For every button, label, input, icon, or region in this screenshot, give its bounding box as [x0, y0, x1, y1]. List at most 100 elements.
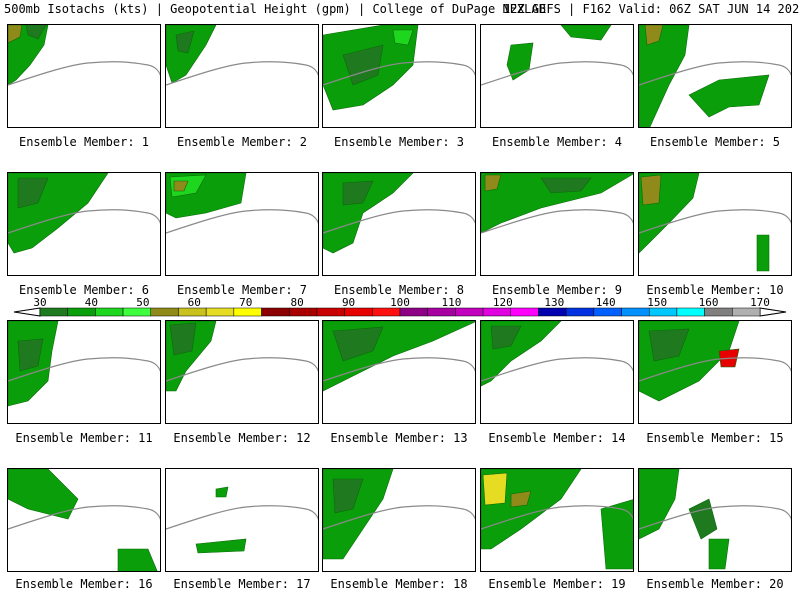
isotach-map-shapes	[166, 173, 318, 234]
ensemble-member-map	[322, 172, 476, 276]
colorbar-swatch	[732, 307, 761, 317]
ensemble-member-map	[165, 172, 319, 276]
isotach-shade	[600, 499, 633, 570]
ensemble-member-label: Ensemble Member: 19	[488, 577, 626, 591]
isotach-shade	[639, 25, 690, 127]
colorbar-tick-label: 30	[33, 296, 46, 309]
colorbar-swatch	[593, 307, 622, 317]
colorbar-tick-label: 170	[750, 296, 770, 309]
ensemble-member-label: Ensemble Member: 3	[333, 135, 465, 149]
isotach-shade	[560, 25, 612, 41]
colorbar-arrow-right	[759, 307, 787, 317]
ensemble-member-label: Ensemble Member: 8	[333, 283, 465, 297]
colorbar-swatch	[676, 307, 705, 317]
isotach-shade	[17, 338, 44, 372]
isotach-map-shapes	[166, 486, 318, 554]
isotach-map-shapes	[166, 25, 318, 86]
isotach-shade	[332, 326, 384, 362]
colorbar-swatch	[316, 307, 345, 317]
ensemble-member-label: Ensemble Member: 13	[330, 431, 468, 445]
colorbar-swatch	[510, 307, 539, 317]
colorbar-arrow-left	[13, 307, 41, 317]
ensemble-member-label: Ensemble Member: 18	[330, 577, 468, 591]
colorbar-swatch	[538, 307, 567, 317]
colorbar-tick-label: 100	[390, 296, 410, 309]
isotach-map-shapes	[323, 469, 475, 560]
isotach-map-shapes	[8, 469, 160, 571]
ensemble-member-label: Ensemble Member: 16	[15, 577, 153, 591]
isotach-shade	[639, 469, 680, 540]
isotach-shade	[175, 30, 195, 54]
ensemble-member-label: Ensemble Member: 5	[649, 135, 781, 149]
isotach-map-shapes	[639, 469, 791, 570]
ensemble-member-label: Ensemble Member: 17	[173, 577, 311, 591]
isotach-shade	[688, 498, 718, 540]
isotach-shade	[484, 174, 502, 192]
colorbar-swatch	[39, 307, 68, 317]
colorbar-swatch	[621, 307, 650, 317]
isotach-shade	[640, 174, 662, 206]
ensemble-member-map	[480, 320, 634, 424]
ensemble-member-label: Ensemble Member: 11	[15, 431, 153, 445]
isotach-shade	[169, 322, 197, 356]
ensemble-member-map	[7, 468, 161, 572]
ensemble-member-map	[7, 320, 161, 424]
ensemble-member-map	[480, 24, 634, 128]
isotach-map-shapes	[323, 25, 475, 111]
height-contour	[8, 357, 160, 382]
colorbar-tick-label: 160	[699, 296, 719, 309]
isotach-shade	[8, 469, 79, 520]
height-contour	[323, 61, 475, 86]
isotach-map-shapes	[8, 173, 160, 254]
ensemble-member-map	[7, 172, 161, 276]
colorbar-tick-label: 70	[239, 296, 252, 309]
isotach-shade	[490, 325, 522, 350]
height-contour	[639, 505, 791, 530]
isotach-shade	[688, 74, 770, 118]
map-valid-time: 12Z GEFS | F162 Valid: 06Z SAT JUN 14 20…	[503, 2, 800, 16]
isotach-shade	[215, 486, 229, 498]
height-contour	[639, 357, 791, 382]
map-title: 500mb Isotachs (kts) | Geopotential Heig…	[4, 2, 546, 16]
isotach-shade	[169, 174, 207, 198]
colorbar-swatch	[150, 307, 179, 317]
colorbar-swatch	[122, 307, 152, 317]
isotach-shade	[195, 538, 247, 554]
colorbar-swatch	[704, 307, 733, 317]
height-contour	[481, 357, 633, 382]
height-contour	[166, 505, 318, 530]
isotach-shade	[8, 25, 49, 86]
height-contour	[323, 357, 475, 382]
ensemble-member-map	[322, 320, 476, 424]
colorbar-swatch	[95, 307, 124, 317]
isotach-map-shapes	[8, 25, 160, 86]
isotach-shade	[342, 180, 374, 206]
ensemble-member-label: Ensemble Member: 10	[646, 283, 784, 297]
ensemble-member-map	[322, 468, 476, 572]
height-contour	[323, 505, 475, 530]
height-contour	[639, 61, 791, 86]
colorbar-tick-label: 130	[544, 296, 564, 309]
colorbar-swatch	[427, 307, 456, 317]
colorbar-swatch	[288, 307, 318, 317]
ensemble-member-map	[165, 320, 319, 424]
colorbar-tick-label: 80	[291, 296, 304, 309]
isotach-map-shapes	[323, 173, 475, 254]
isotach-shade	[17, 177, 49, 209]
ensemble-member-label: Ensemble Member: 2	[176, 135, 308, 149]
ensemble-member-label: Ensemble Member: 20	[646, 577, 784, 591]
isotach-shade	[332, 478, 364, 514]
height-contour	[481, 61, 633, 86]
colorbar-swatch	[344, 307, 373, 317]
colorbar-tick-label: 150	[647, 296, 667, 309]
ensemble-member-label: Ensemble Member: 4	[491, 135, 623, 149]
isotach-shade	[540, 177, 592, 194]
colorbar-swatch	[67, 307, 96, 317]
height-contour	[8, 209, 160, 234]
isotach-shade	[510, 490, 532, 508]
ensemble-member-label: Ensemble Member: 6	[18, 283, 150, 297]
ensemble-member-map	[480, 172, 634, 276]
colorbar-swatch	[178, 307, 207, 317]
ensemble-member-map	[7, 24, 161, 128]
ensemble-member-map	[165, 24, 319, 128]
